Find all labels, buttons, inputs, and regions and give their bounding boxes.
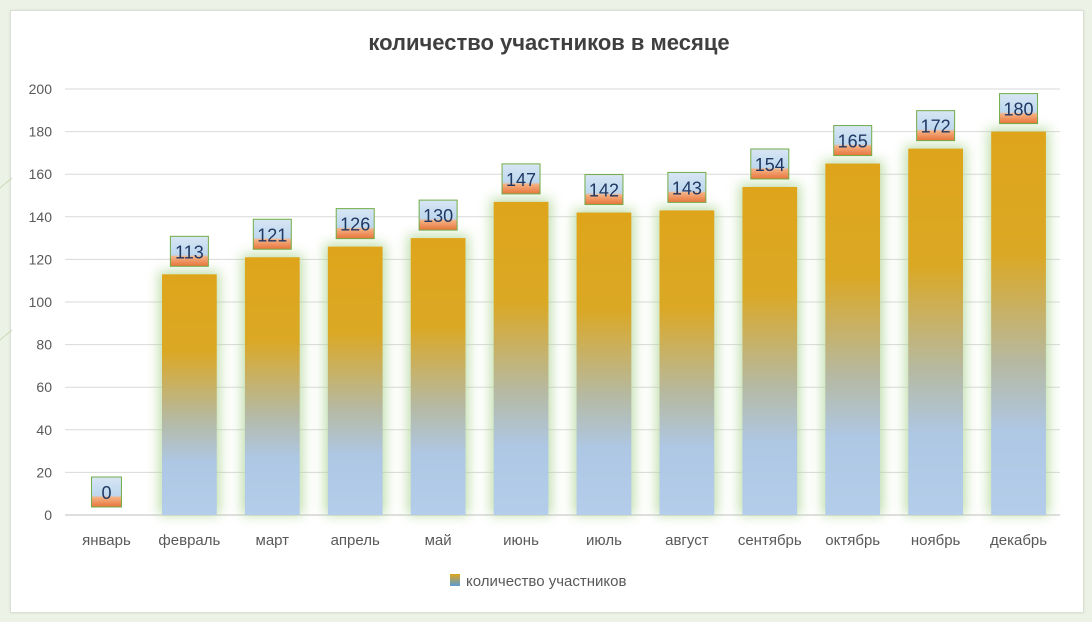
- legend: количество участников: [450, 573, 626, 590]
- data-label: 113: [175, 242, 204, 262]
- bar-9: [825, 163, 881, 516]
- bar-7: [659, 210, 715, 515]
- data-label-box: [252, 218, 292, 250]
- bar-8: [742, 186, 798, 516]
- data-label-box: [584, 174, 624, 206]
- data-labels: 0 113 121 126 130 147 142 143 154 165 172 180: [90, 93, 1039, 508]
- bar-1: [162, 274, 217, 515]
- legend-label: количество участников: [466, 573, 626, 590]
- data-label-box: [916, 110, 956, 142]
- bar-10: [908, 148, 963, 515]
- data-label-box: [418, 199, 458, 231]
- data-label-box: [335, 208, 375, 240]
- category-label: октябрь: [825, 532, 880, 549]
- bar-5: [493, 201, 549, 515]
- y-tick-label: 160: [29, 166, 53, 182]
- data-label: 172: [921, 117, 951, 137]
- y-tick-label: 180: [29, 124, 53, 140]
- category-label: январь: [82, 532, 131, 549]
- bar-4: [410, 238, 466, 515]
- category-label: июль: [586, 532, 622, 549]
- data-label: 121: [257, 225, 287, 245]
- data-label-box: [750, 148, 790, 180]
- category-label: декабрь: [990, 532, 1047, 549]
- category-label: февраль: [158, 532, 220, 549]
- data-label-box: [999, 93, 1039, 125]
- y-tick-label: 0: [44, 507, 52, 523]
- gridlines: [65, 88, 1060, 516]
- data-label-box: [501, 163, 541, 195]
- data-label-box: [667, 171, 707, 203]
- data-label: 142: [589, 181, 619, 201]
- y-axis-tick-labels: 0 20 40 60 80 100 120 140 160 180 200: [29, 81, 53, 523]
- bar-3: [327, 246, 383, 515]
- y-tick-label: 40: [36, 422, 52, 438]
- x-axis-category-labels: январь февраль март апрель май июнь июль август…: [82, 532, 1047, 549]
- data-label: 130: [423, 206, 453, 226]
- bar-2: [244, 257, 300, 515]
- data-label: 143: [672, 178, 702, 198]
- category-label: апрель: [331, 532, 380, 549]
- category-label: август: [665, 532, 709, 549]
- bar-6: [576, 212, 632, 516]
- bar-11: [991, 131, 1046, 515]
- data-label: 154: [755, 155, 785, 175]
- category-label: май: [425, 532, 452, 549]
- category-label: март: [256, 532, 290, 549]
- y-tick-label: 100: [29, 294, 53, 310]
- data-label-box: [90, 476, 122, 508]
- y-tick-label: 140: [29, 209, 53, 225]
- bars: [159, 128, 1049, 516]
- data-label: 126: [340, 215, 370, 235]
- chart-title: количество участников в месяце: [368, 30, 729, 55]
- category-label: июнь: [503, 532, 539, 549]
- data-label-box: [169, 235, 209, 267]
- data-label-box: [833, 125, 873, 157]
- category-label: ноябрь: [911, 532, 961, 549]
- y-tick-label: 120: [29, 251, 53, 267]
- y-tick-label: 20: [36, 464, 52, 480]
- y-tick-label: 60: [36, 379, 52, 395]
- data-label: 147: [506, 170, 536, 190]
- y-tick-label: 80: [36, 337, 52, 353]
- category-label: сентябрь: [738, 532, 802, 549]
- data-label: 180: [1004, 100, 1034, 120]
- data-label: 165: [838, 132, 868, 152]
- legend-swatch: [450, 574, 460, 586]
- y-tick-label: 200: [29, 81, 53, 97]
- data-label: 0: [101, 483, 111, 503]
